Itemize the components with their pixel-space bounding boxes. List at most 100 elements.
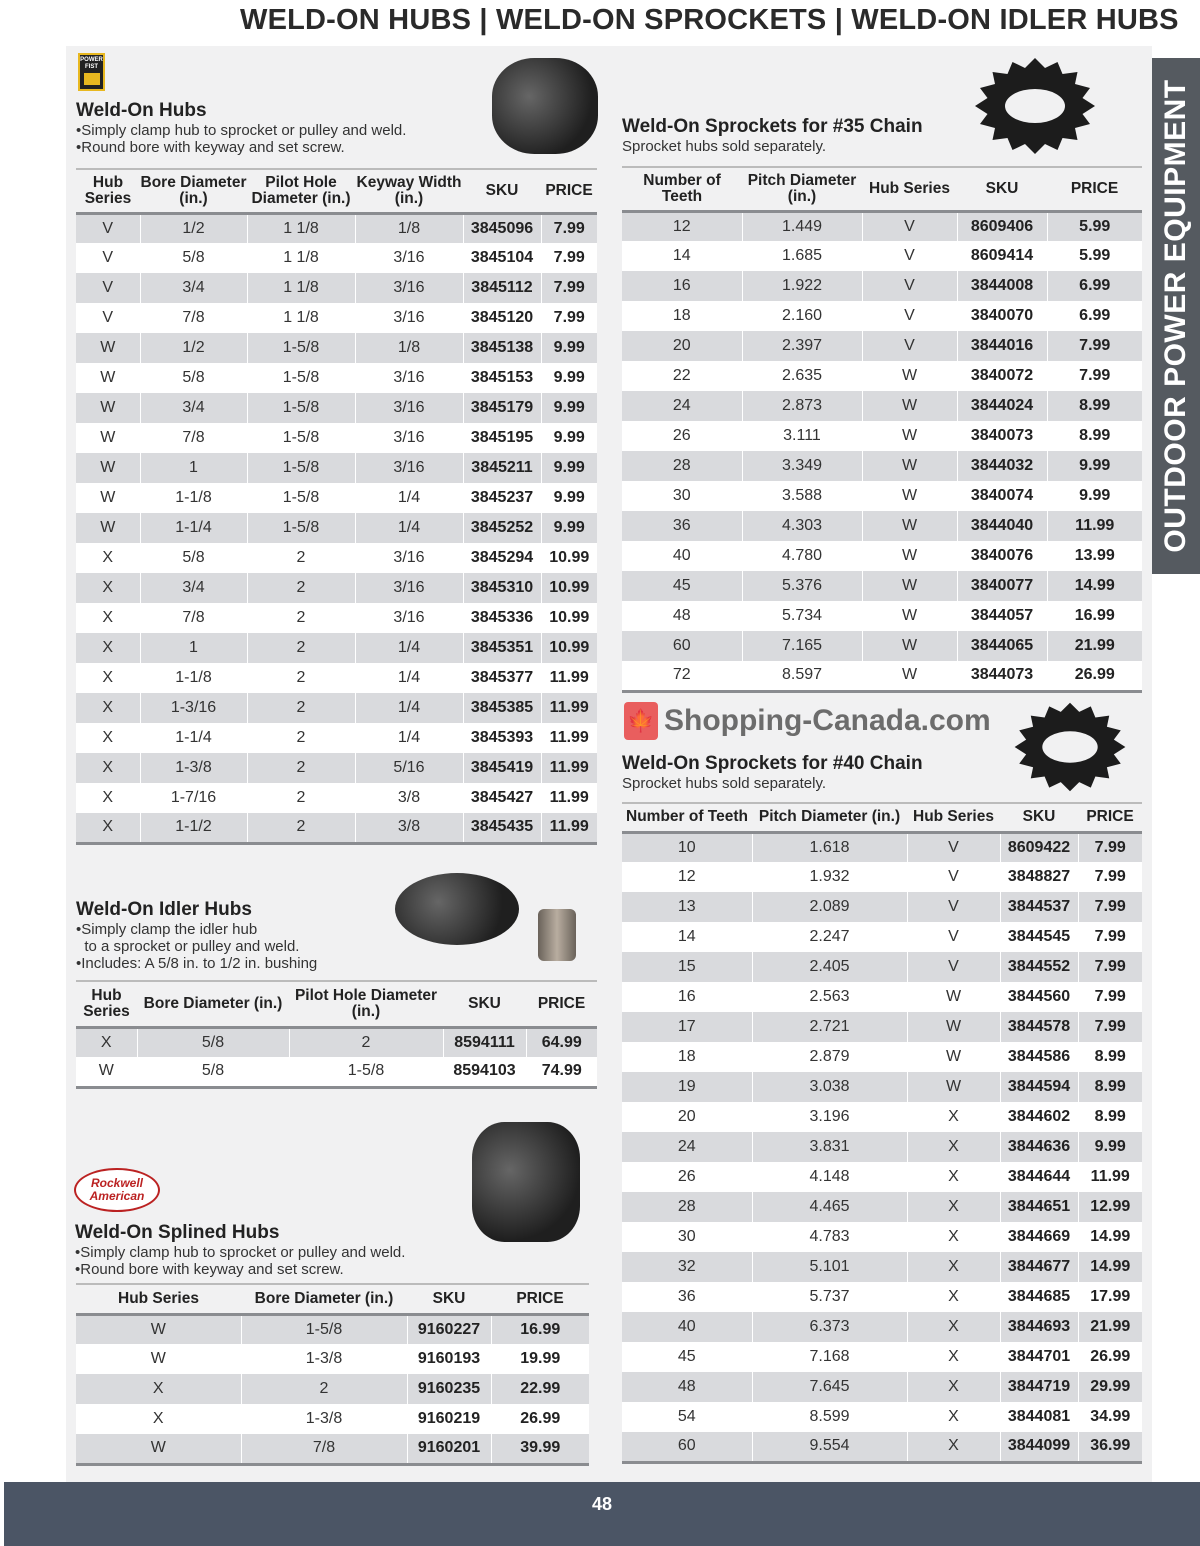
price-cell: 8.99	[1046, 391, 1142, 421]
sku-cell: 3844099	[999, 1432, 1078, 1464]
table-cell: 1 1/8	[246, 303, 355, 333]
table-cell: X	[76, 603, 140, 633]
table-row: 45 5.376 W 3840077 14.99	[622, 571, 1142, 601]
price-cell: 39.99	[490, 1434, 589, 1466]
price-cell: 13.99	[1046, 541, 1142, 571]
table-cell: 19	[622, 1072, 752, 1102]
table-cell: 3/16	[354, 393, 463, 423]
table-cell: V	[861, 211, 957, 241]
table-cell: W	[861, 421, 957, 451]
table-row: X 1-7/16 2 3/8 3845427 11.99	[76, 783, 597, 813]
price-cell: 9.99	[540, 333, 597, 363]
table-cell: 36	[622, 511, 742, 541]
sku-cell: 3845294	[462, 543, 541, 573]
table-row: W 1-1/4 1-5/8 1/4 3845252 9.99	[76, 513, 597, 543]
table-cell: W	[861, 361, 957, 391]
watermark-text: Shopping-Canada.com	[664, 704, 991, 737]
sku-cell: 3845138	[462, 333, 541, 363]
table-cell: W	[76, 1344, 241, 1374]
table-cell: 45	[622, 1342, 752, 1372]
splined-hubs-section: Weld-On Splined Hubs •Simply clamp hub t…	[75, 1222, 405, 1278]
table-row: 20 2.397 V 3844016 7.99	[622, 331, 1142, 361]
table-cell: 60	[622, 1432, 752, 1464]
table-cell: 3/16	[354, 543, 463, 573]
price-cell: 9.99	[540, 423, 597, 453]
table-row: 72 8.597 W 3844073 26.99	[622, 661, 1142, 693]
table-cell: X	[76, 693, 140, 723]
sku-cell: 3845096	[462, 213, 541, 243]
sku-cell: 3844065	[956, 631, 1047, 661]
sprockets-40-section: Weld-On Sprockets for #40 Chain Sprocket…	[622, 753, 923, 792]
splined-hubs-table: Hub Series Bore Diameter (in.) SKU PRICE W 1-…	[76, 1283, 589, 1466]
table-cell: X	[906, 1102, 1000, 1132]
table-cell: 16	[622, 271, 742, 301]
table-cell: W	[861, 391, 957, 421]
price-cell: 36.99	[1077, 1432, 1142, 1464]
table-cell: X	[906, 1282, 1000, 1312]
table-row: 13 2.089 V 3844537 7.99	[622, 892, 1142, 922]
table-cell: 7/8	[139, 423, 247, 453]
sprocket-35-image	[975, 58, 1095, 154]
table-cell: X	[76, 663, 140, 693]
sku-cell: 3845336	[462, 603, 541, 633]
price-cell: 9.99	[540, 513, 597, 543]
price-cell: 7.99	[1077, 952, 1142, 982]
table-cell: 30	[622, 1222, 752, 1252]
table-cell: X	[76, 1404, 241, 1434]
price-cell: 11.99	[1046, 511, 1142, 541]
price-cell: 5.99	[1046, 211, 1142, 241]
sku-cell: 3845237	[462, 483, 541, 513]
sku-cell: 9160227	[406, 1314, 491, 1344]
column-header: PRICE	[491, 1283, 589, 1316]
price-cell: 22.99	[490, 1374, 589, 1404]
table-cell: 2	[246, 573, 355, 603]
table-cell: 5/8	[136, 1057, 289, 1089]
price-cell: 11.99	[540, 813, 597, 845]
table-cell: 18	[622, 1042, 752, 1072]
table-row: X 1-1/2 2 3/8 3845435 11.99	[76, 813, 597, 845]
table-row: X 2 9160235 22.99	[76, 1374, 589, 1404]
table-cell: 9.554	[751, 1432, 907, 1464]
sku-cell: 3844669	[999, 1222, 1078, 1252]
sku-cell: 3844586	[999, 1042, 1078, 1072]
table-row: W 5/8 1-5/8 8594103 74.99	[76, 1057, 597, 1089]
bushing-image	[538, 909, 576, 961]
sku-cell: 3844032	[956, 451, 1047, 481]
column-header: Bore Diameter (in.)	[241, 1283, 407, 1316]
table-cell: 1-5/8	[246, 393, 355, 423]
table-cell: X	[906, 1432, 1000, 1464]
sku-cell: 3840076	[956, 541, 1047, 571]
table-row: X 1 2 1/4 3845351 10.99	[76, 633, 597, 663]
price-cell: 19.99	[490, 1344, 589, 1374]
sku-cell: 3844552	[999, 952, 1078, 982]
table-cell: 2	[240, 1374, 407, 1404]
sku-cell: 3844016	[956, 331, 1047, 361]
idler-hubs-table: Hub Series Bore Diameter (in.) Pilot Hole …	[76, 980, 597, 1089]
table-cell: V	[906, 862, 1000, 892]
sku-cell: 9160235	[406, 1374, 491, 1404]
table-cell: 7/8	[240, 1434, 407, 1466]
column-header: Bore Diameter (in.)	[137, 980, 289, 1029]
table-cell: X	[76, 753, 140, 783]
table-row: W 3/4 1-5/8 3/16 3845179 9.99	[76, 393, 597, 423]
table-cell: 1/4	[354, 723, 463, 753]
table-cell: 1/2	[139, 333, 247, 363]
sku-cell: 3845211	[462, 453, 541, 483]
sku-cell: 3844677	[999, 1252, 1078, 1282]
table-cell: 1-1/4	[139, 513, 247, 543]
table-row: W 7/8 9160201 39.99	[76, 1434, 589, 1466]
table-cell: 10	[622, 832, 752, 862]
table-cell: 1-3/16	[139, 693, 247, 723]
table-row: 40 4.780 W 3840076 13.99	[622, 541, 1142, 571]
table-row: 30 3.588 W 3840074 9.99	[622, 481, 1142, 511]
sku-cell: 3844545	[999, 922, 1078, 952]
table-cell: 2	[246, 603, 355, 633]
table-cell: 3/16	[354, 423, 463, 453]
table-row: 12 1.449 V 8609406 5.99	[622, 211, 1142, 241]
table-cell: 3/8	[354, 783, 463, 813]
table-cell: 8.599	[751, 1402, 907, 1432]
table-cell: 1/4	[354, 513, 463, 543]
table-row: W 1 1-5/8 3/16 3845211 9.99	[76, 453, 597, 483]
table-cell: 5/8	[139, 543, 247, 573]
table-cell: 3/16	[354, 603, 463, 633]
